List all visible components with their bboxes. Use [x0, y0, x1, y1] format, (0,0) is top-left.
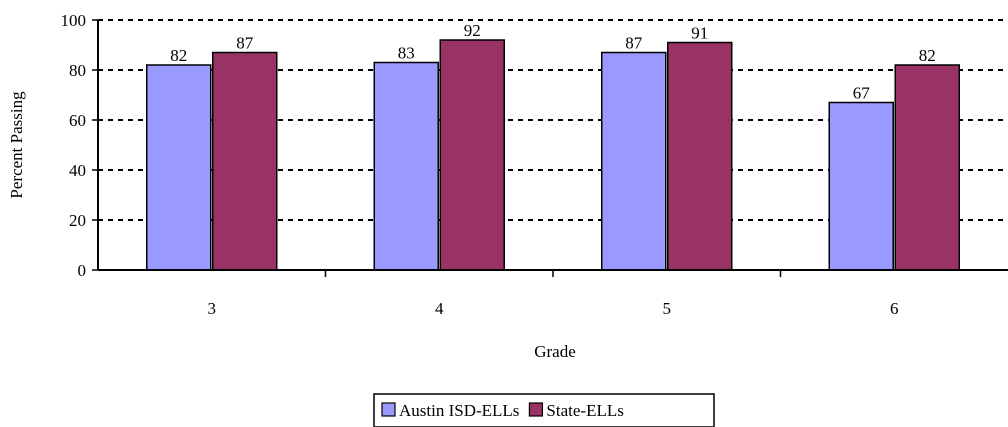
- data-label: 82: [919, 46, 936, 65]
- x-tick-label: 5: [663, 299, 672, 318]
- legend-swatch: [528, 402, 544, 417]
- legend-box: [373, 393, 715, 427]
- y-tick-label: 60: [69, 111, 86, 130]
- bar: [212, 51, 278, 271]
- x-tick-label: 3: [208, 299, 217, 318]
- legend-swatch: [381, 402, 396, 417]
- bar: [828, 101, 894, 271]
- y-tick-label: 20: [69, 211, 86, 230]
- data-label: 87: [625, 34, 643, 53]
- y-tick-label: 100: [61, 11, 87, 30]
- bar: [146, 64, 212, 271]
- x-axis-label: Grade: [534, 342, 576, 361]
- bars: [146, 39, 960, 271]
- bar: [601, 51, 667, 271]
- data-label: 67: [853, 84, 871, 103]
- data-labels: 82 87 83 92 87 91 67 82: [170, 21, 936, 103]
- bar: [894, 64, 960, 271]
- x-tick-label: 6: [890, 299, 899, 318]
- y-axis-label: Percent Passing: [7, 91, 26, 199]
- legend-label: State-ELLs: [546, 401, 623, 420]
- data-label: 87: [236, 34, 254, 53]
- data-label: 82: [170, 46, 187, 65]
- y-tick-label: 40: [69, 161, 86, 180]
- data-label: 91: [691, 24, 708, 43]
- bar: [667, 41, 733, 271]
- legend-label: Austin ISD-ELLs: [399, 401, 519, 420]
- tick-labels: 0 20 40 60 80 100 3 4 5 6: [61, 11, 899, 318]
- axes: [92, 19, 1008, 277]
- data-label: 83: [398, 44, 415, 63]
- y-tick-label: 80: [69, 61, 86, 80]
- bar: [439, 39, 505, 271]
- data-label: 92: [464, 21, 481, 40]
- bar: [373, 61, 439, 271]
- legend: Austin ISD-ELLs State-ELLs: [373, 393, 715, 427]
- y-tick-label: 0: [78, 261, 87, 280]
- x-tick-label: 4: [435, 299, 444, 318]
